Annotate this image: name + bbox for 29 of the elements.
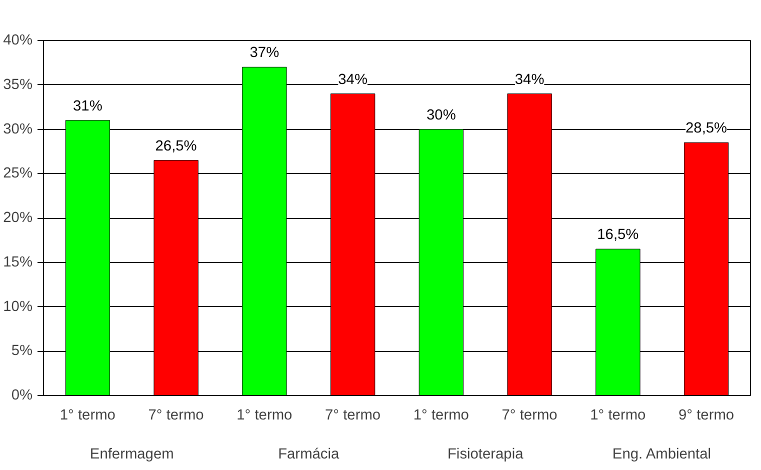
x-tick-label: 1° termo xyxy=(413,408,469,424)
data-label: 37% xyxy=(250,45,280,62)
y-tick-label: 0% xyxy=(11,388,33,404)
text: Farmácia xyxy=(278,446,340,462)
x-tick-label: 7° termo xyxy=(502,408,558,424)
y-tick-label: 40% xyxy=(3,32,33,48)
x-tick-label: 1° termo xyxy=(236,408,292,424)
text: Eng. Ambiental xyxy=(612,446,712,462)
data-label: 16,5% xyxy=(597,227,639,244)
data-label: 26,5% xyxy=(155,138,197,154)
y-tick-label: 10% xyxy=(3,298,33,315)
data-label: 30% xyxy=(426,107,456,124)
x-tick-label: 1° termo xyxy=(590,408,646,424)
y-tick-label: 35% xyxy=(3,76,33,93)
y-tick-label: 25% xyxy=(3,166,33,182)
y-tick-label: 15% xyxy=(3,254,33,270)
y-tick-label: 30% xyxy=(3,121,33,138)
data-label: 34% xyxy=(514,72,544,88)
y-tick-label: 5% xyxy=(11,343,33,360)
x-tick-label: 7° termo xyxy=(148,408,204,424)
data-label: 34% xyxy=(338,72,368,88)
x-tick-label: 7° termo xyxy=(325,408,381,424)
data-label: 28,5% xyxy=(686,120,728,137)
y-tick-label: 20% xyxy=(3,210,33,226)
x-tick-label: 9° termo xyxy=(678,408,734,424)
data-label: 31% xyxy=(73,98,102,114)
text: Fisioterapia xyxy=(447,446,524,462)
text: Enfermagem xyxy=(90,446,174,462)
x-tick-label: 1° termo xyxy=(60,408,116,424)
